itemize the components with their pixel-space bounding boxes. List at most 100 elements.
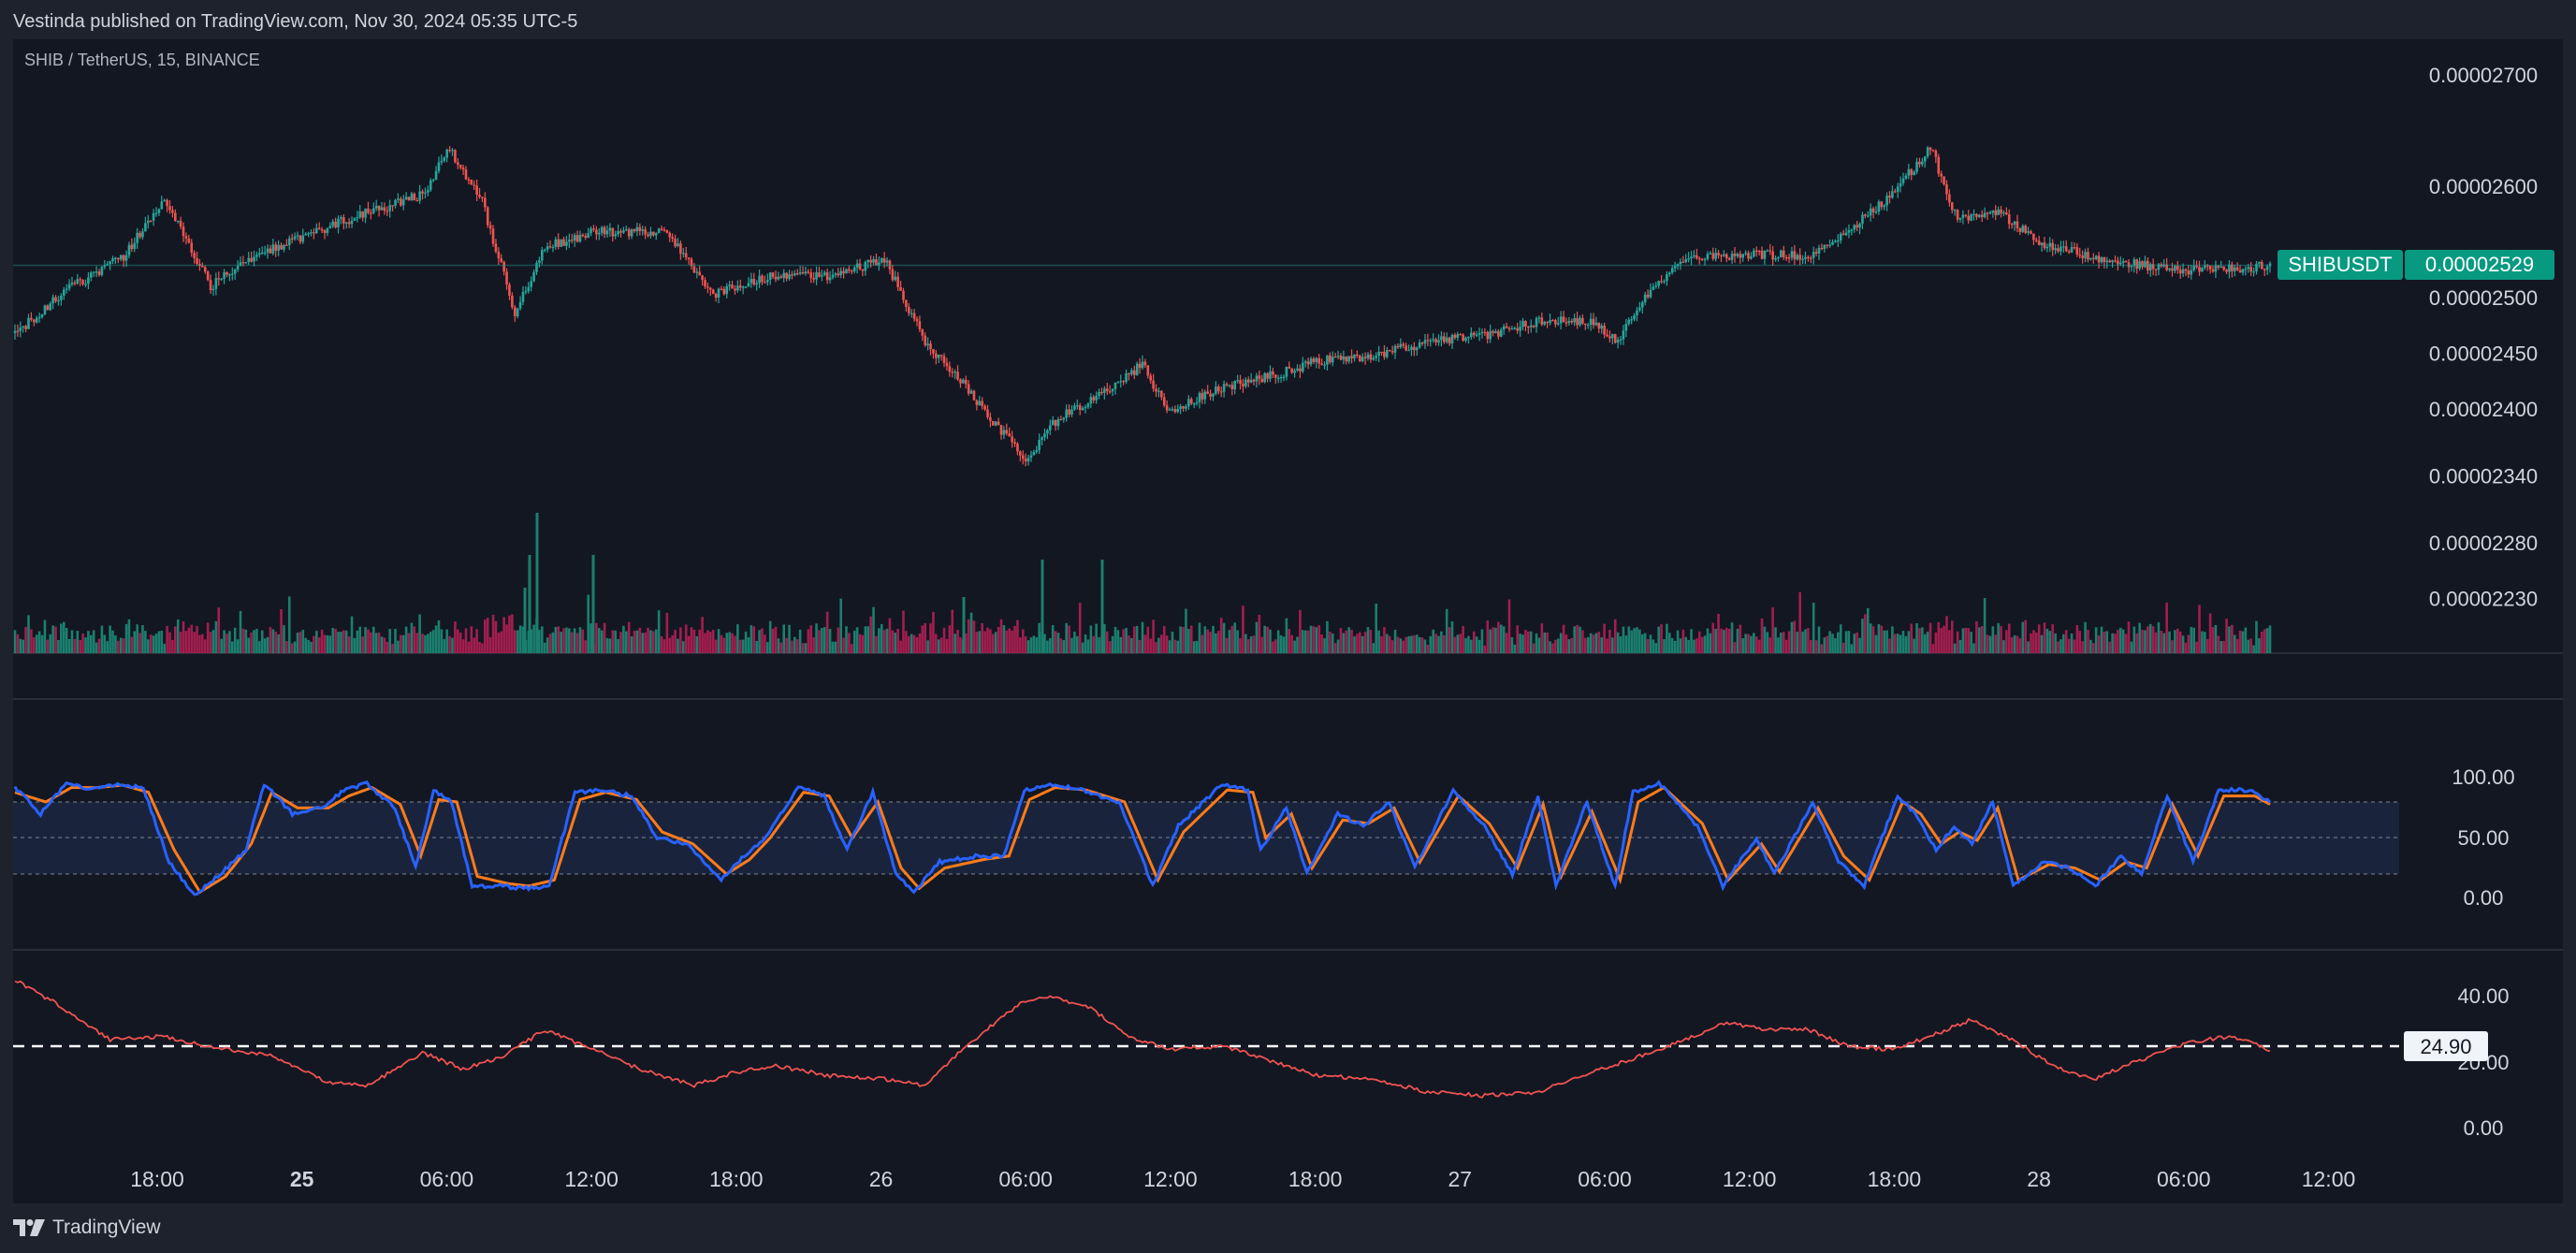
candle-body [431, 179, 435, 182]
volume-bar [1869, 623, 1872, 653]
candle-body [13, 330, 17, 334]
candle-body [1554, 320, 1557, 325]
volume-bar [1787, 631, 1791, 653]
candle-body [1727, 257, 1731, 260]
volume-bar [1464, 637, 1467, 653]
volume-bar [1723, 630, 1725, 653]
volume-bar [929, 623, 932, 653]
volume-bar [734, 635, 736, 653]
volume-bar [1834, 638, 1837, 653]
volume-bar [1483, 645, 1487, 653]
candle-body [293, 236, 297, 240]
volume-bar [2097, 635, 2101, 653]
candle-body [1874, 211, 1878, 213]
volume-bar [1958, 639, 1962, 653]
volume-bar [777, 638, 780, 653]
volume-bar [415, 633, 419, 653]
volume-bar [690, 627, 693, 653]
volume-bar [1784, 639, 1788, 653]
candle-body [1521, 321, 1524, 328]
candle-body [1540, 317, 1544, 325]
volume-bar [456, 629, 459, 653]
volume-bar [937, 639, 940, 653]
volume-bar [2184, 642, 2188, 653]
tradingview-logo[interactable]: TradingView [13, 1217, 161, 1239]
volume-bar [1073, 632, 1076, 653]
candle-body [57, 299, 60, 301]
volume-bar [888, 618, 892, 653]
chart-canvas[interactable]: SHIB / TetherUS, 15, BINANCE 0.000027000… [13, 39, 2563, 1203]
candle-body [1258, 375, 1261, 379]
candle-body [1687, 258, 1690, 260]
candle-body [777, 276, 780, 280]
volume-bar [2178, 631, 2182, 653]
candle-body [1744, 253, 1747, 255]
chart-area[interactable]: SHIB / TetherUS, 15, BINANCE 0.00002700 0… [13, 39, 2563, 1203]
volume-bar [421, 634, 424, 653]
candle-body [2010, 224, 2014, 226]
volume-bar [1492, 627, 1494, 653]
candle-body [1896, 186, 1899, 192]
candle-body [1823, 244, 1826, 249]
volume-bar [652, 631, 655, 653]
candle-body [548, 246, 552, 248]
candle-body [269, 248, 272, 254]
volume-bar [370, 632, 372, 653]
volume-bar [206, 622, 210, 653]
volume-bar [744, 631, 748, 653]
candle-body [2007, 214, 2011, 225]
candle-body [1480, 331, 1484, 334]
candle-body [1189, 399, 1193, 404]
volume-bar [1549, 641, 1551, 653]
volume-bar [758, 630, 761, 653]
candle-body [2252, 271, 2255, 273]
volume-bar [2260, 631, 2263, 653]
candle-body [1282, 376, 1286, 378]
candle-body [1149, 375, 1153, 381]
candle-body [2089, 257, 2092, 260]
candle-body [51, 297, 54, 304]
candle-body [2198, 267, 2201, 272]
candle-body [709, 287, 712, 290]
candle-body [1113, 382, 1117, 389]
candle-body [1497, 330, 1500, 337]
candle-body [253, 256, 255, 262]
candle-body [1549, 320, 1551, 324]
volume-bar [587, 594, 589, 653]
volume-bar [692, 629, 696, 653]
candle-body [1350, 356, 1353, 358]
volume-bar [619, 632, 622, 653]
candle-body [2043, 242, 2046, 249]
candle-body [619, 230, 622, 233]
symbol-badge-text: SHIBUSDT [2288, 253, 2392, 276]
candle-body [1579, 317, 1581, 326]
volume-bar [2190, 626, 2193, 653]
candle-body [1834, 240, 1837, 242]
volume-bar [244, 629, 248, 653]
candle-body [16, 330, 20, 332]
candle-body [1706, 254, 1710, 259]
candle-body [1168, 409, 1172, 411]
volume-bar [711, 629, 715, 653]
volume-bar [2089, 639, 2092, 653]
volume-bar [1046, 640, 1049, 653]
volume-bar [1396, 636, 1400, 653]
candle-body [228, 274, 231, 276]
volume-bar [962, 597, 966, 653]
candle-body [342, 217, 345, 224]
volume-bar [736, 624, 739, 653]
last-price-badge[interactable]: SHIBUSDT 0.00002529 [2278, 250, 2554, 280]
volume-bar [328, 635, 332, 653]
candle-body [1771, 251, 1774, 260]
volume-bar [1967, 628, 1970, 653]
candle-body [795, 272, 799, 275]
candle-body [1499, 329, 1503, 337]
volume-bar [1162, 625, 1166, 653]
tradingview-logo-icon [13, 1219, 45, 1236]
volume-bar [1991, 626, 1995, 653]
volume-bar [19, 638, 22, 653]
volume-bar [149, 634, 153, 653]
volume-bar [851, 644, 853, 653]
candle-body [918, 321, 922, 330]
candle-body [2030, 231, 2032, 234]
